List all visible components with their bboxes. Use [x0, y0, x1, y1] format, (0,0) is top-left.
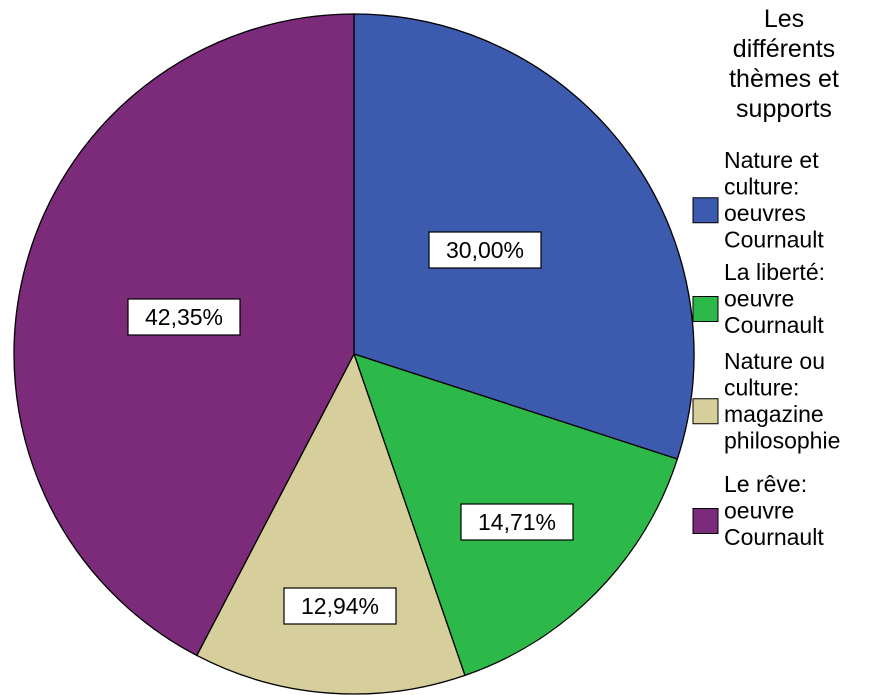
data-label-la-liberte: 14,71%	[478, 509, 556, 535]
legend-label-nature-ou-culture: Nature ou culture: magazine philosophie	[724, 348, 840, 454]
legend-swatch-la-liberte	[692, 296, 719, 322]
legend-entry-nature-ou-culture: Nature ou culture: magazine philosophie	[692, 348, 840, 454]
data-label-box-nature-ou-culture	[283, 587, 397, 625]
pie-slice-nature-ou-culture	[195, 352, 466, 695]
legend-label-le-reve: Le rêve: oeuvre Cournault	[724, 471, 824, 550]
data-label-box-la-liberte	[460, 503, 574, 541]
legend-entry-la-liberte: La liberté: oeuvre Cournault	[692, 259, 825, 338]
data-label-nature-et-culture: 30,00%	[446, 237, 524, 263]
legend-swatch-le-reve	[692, 508, 719, 534]
legend-label-nature-et-culture: Nature et culture: oeuvres Cournault	[724, 147, 824, 253]
legend-entry-le-reve: Le rêve: oeuvre Cournault	[692, 471, 824, 550]
data-label-box-le-reve	[127, 298, 241, 336]
legend-swatch-nature-et-culture	[692, 197, 719, 224]
legend: Les différents thèmes et supports Nature et…	[692, 5, 840, 550]
legend-label-la-liberte: La liberté: oeuvre Cournault	[724, 259, 825, 338]
pie-data-labels: 30,00% 14,71% 12,94% 42,35%	[127, 231, 574, 625]
legend-swatch-nature-ou-culture	[692, 398, 719, 425]
data-label-le-reve: 42,35%	[145, 304, 223, 330]
legend-title: Les différents thèmes et supports	[729, 5, 839, 123]
data-label-box-nature-et-culture	[428, 231, 542, 269]
data-label-nature-ou-culture: 12,94%	[301, 593, 379, 619]
legend-entry-nature-et-culture: Nature et culture: oeuvres Cournault	[692, 147, 824, 253]
